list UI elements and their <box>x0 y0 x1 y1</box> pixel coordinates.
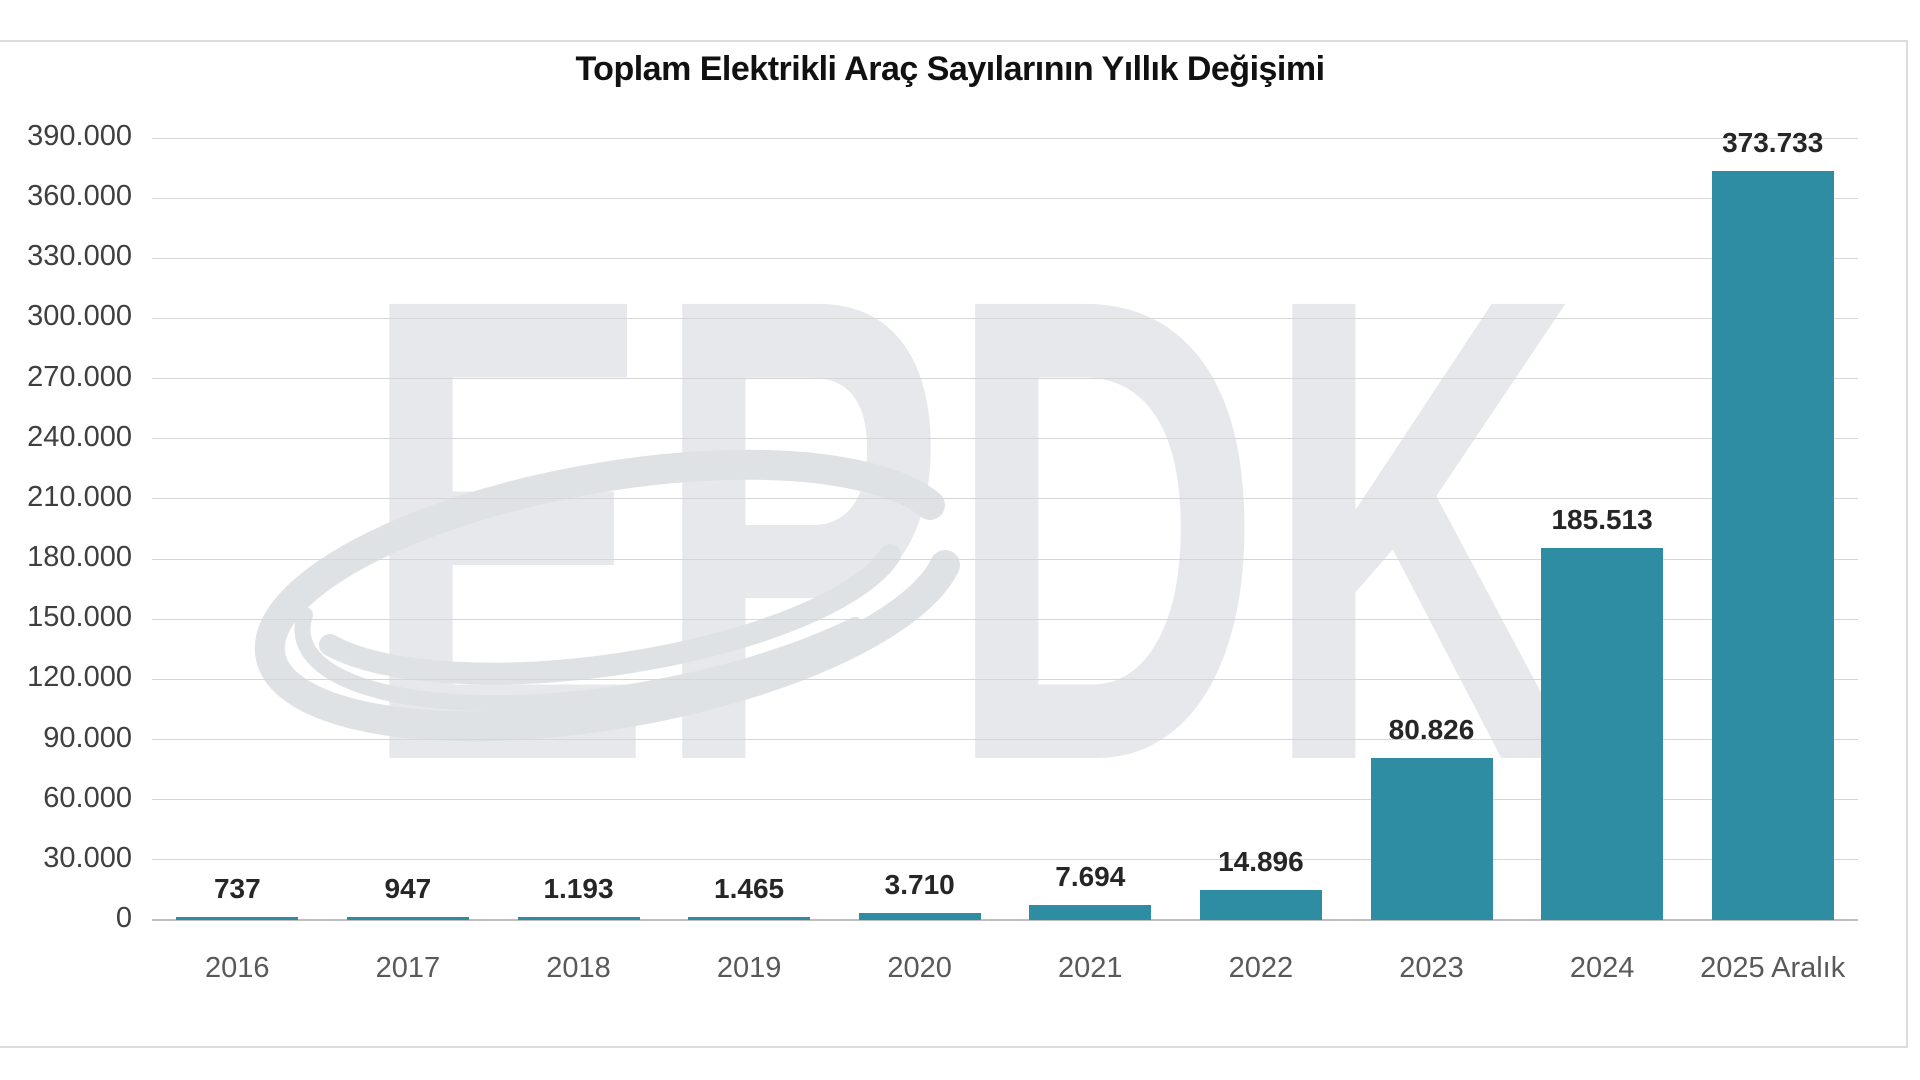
gridline <box>152 317 1858 319</box>
x-axis-tick-label: 2022 <box>1228 952 1294 984</box>
y-axis-tick-label: 150.000 <box>27 601 132 634</box>
bar-2018 <box>517 916 640 920</box>
x-axis-tick-label: 2024 <box>1569 952 1635 984</box>
y-axis-tick-label: 60.000 <box>43 781 132 814</box>
gridline <box>152 197 1858 199</box>
gridline <box>152 438 1858 440</box>
y-axis-tick-label: 210.000 <box>27 480 132 513</box>
gridline <box>152 558 1858 560</box>
gridline <box>152 498 1858 500</box>
gridline <box>152 678 1858 680</box>
x-axis-tick-label: 2019 <box>716 952 782 984</box>
y-axis-tick-label: 90.000 <box>43 721 132 754</box>
gridline <box>152 137 1858 139</box>
y-axis-tick-label: 180.000 <box>27 541 132 574</box>
y-axis-tick-label: 120.000 <box>27 661 132 694</box>
bar-2019 <box>688 916 811 920</box>
y-axis-tick-label: 330.000 <box>27 240 132 273</box>
x-axis-tick-label: 2025 Aralık <box>1700 952 1846 984</box>
y-axis-tick-label: 360.000 <box>27 180 132 213</box>
gridline <box>152 799 1858 801</box>
gridline <box>152 618 1858 620</box>
x-axis-baseline <box>152 919 1858 921</box>
chart-title: Toplam Elektrikli Araç Sayılarının Yıllı… <box>575 50 1325 88</box>
bar-value-label: 3.710 <box>884 868 955 900</box>
bar-value-label: 1.465 <box>714 872 785 904</box>
y-axis-tick-label: 270.000 <box>27 360 132 393</box>
bar-2023 <box>1370 757 1493 920</box>
bar-value-label: 1.193 <box>543 872 614 904</box>
bar-2021 <box>1029 904 1152 920</box>
bar-2022 <box>1199 890 1322 920</box>
gridline <box>152 257 1858 259</box>
x-axis-tick-label: 2020 <box>887 952 952 984</box>
bar-value-label: 947 <box>384 872 432 904</box>
x-axis-tick-label: 2016 <box>205 952 270 984</box>
bar-value-label: 14.896 <box>1218 846 1304 878</box>
y-axis-tick-label: 30.000 <box>43 841 132 874</box>
bar-2025-aralık <box>1711 170 1834 920</box>
bar-value-label: 737 <box>213 872 261 904</box>
y-axis-tick-label: 0 <box>115 902 132 934</box>
bar-2024 <box>1541 548 1664 920</box>
gridline <box>152 739 1858 741</box>
y-axis-tick-label: 390.000 <box>27 120 132 152</box>
x-axis-tick-label: 2017 <box>375 952 441 984</box>
bar-2020 <box>858 912 981 920</box>
y-axis-tick-label: 240.000 <box>27 420 132 453</box>
y-axis-tick-label: 300.000 <box>27 300 132 333</box>
x-axis-tick-label: 2018 <box>546 952 611 984</box>
x-axis-tick-label: 2023 <box>1399 952 1464 984</box>
x-axis-tick-label: 2021 <box>1058 952 1123 984</box>
bar-value-label: 373.733 <box>1722 126 1824 158</box>
bar-value-label: 7.694 <box>1055 860 1126 892</box>
bar-2016 <box>176 916 299 920</box>
bar-2017 <box>346 916 469 920</box>
gridline <box>152 378 1858 380</box>
bar-value-label: 185.513 <box>1551 504 1653 536</box>
bar-value-label: 80.826 <box>1388 713 1475 745</box>
gridline <box>152 859 1858 861</box>
